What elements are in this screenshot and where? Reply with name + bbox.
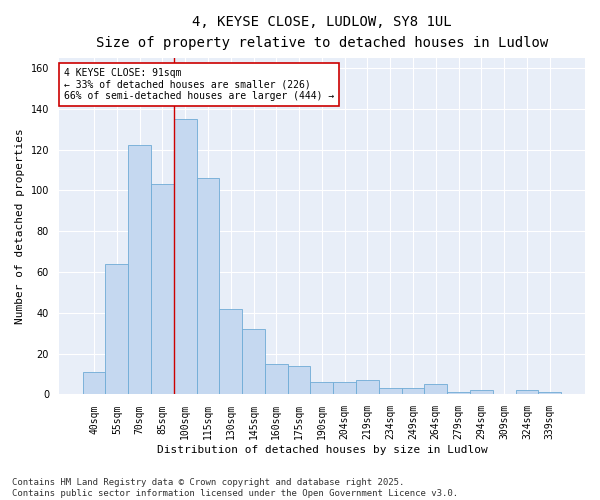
Bar — [265, 364, 288, 394]
Bar — [151, 184, 174, 394]
X-axis label: Distribution of detached houses by size in Ludlow: Distribution of detached houses by size … — [157, 445, 487, 455]
Y-axis label: Number of detached properties: Number of detached properties — [15, 128, 25, 324]
Bar — [401, 388, 424, 394]
Bar — [310, 382, 333, 394]
Bar — [333, 382, 356, 394]
Bar — [174, 119, 197, 394]
Bar — [288, 366, 310, 394]
Bar — [356, 380, 379, 394]
Bar — [242, 329, 265, 394]
Bar — [447, 392, 470, 394]
Text: 4 KEYSE CLOSE: 91sqm
← 33% of detached houses are smaller (226)
66% of semi-deta: 4 KEYSE CLOSE: 91sqm ← 33% of detached h… — [64, 68, 334, 101]
Title: 4, KEYSE CLOSE, LUDLOW, SY8 1UL
Size of property relative to detached houses in : 4, KEYSE CLOSE, LUDLOW, SY8 1UL Size of … — [96, 15, 548, 50]
Bar — [220, 309, 242, 394]
Bar — [515, 390, 538, 394]
Bar — [128, 146, 151, 394]
Bar — [83, 372, 106, 394]
Bar — [470, 390, 493, 394]
Bar — [106, 264, 128, 394]
Bar — [197, 178, 220, 394]
Bar — [379, 388, 401, 394]
Bar — [424, 384, 447, 394]
Text: Contains HM Land Registry data © Crown copyright and database right 2025.
Contai: Contains HM Land Registry data © Crown c… — [12, 478, 458, 498]
Bar — [538, 392, 561, 394]
